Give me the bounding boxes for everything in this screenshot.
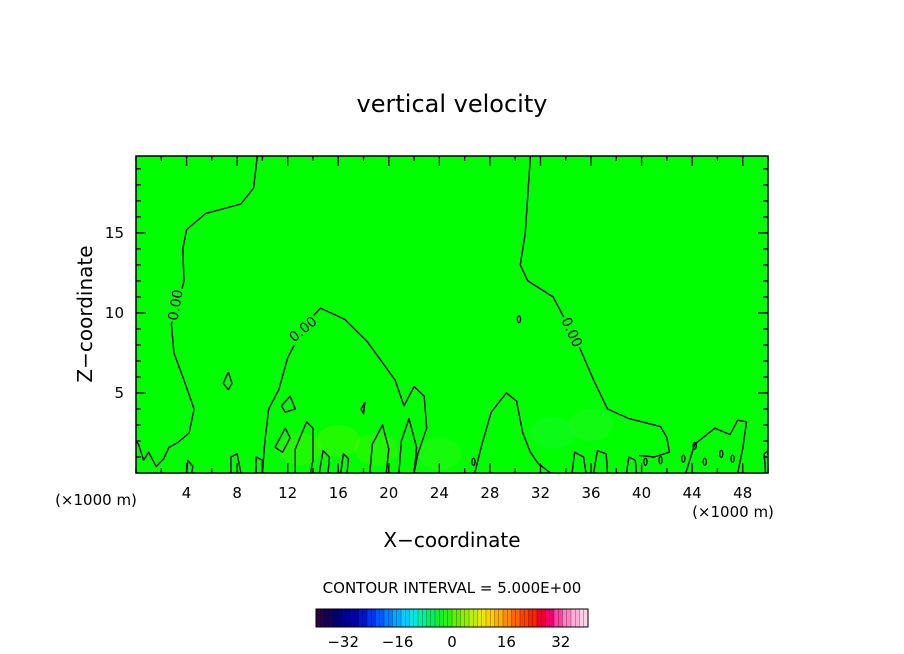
colorbar-tick-label: 0 — [447, 633, 457, 651]
contour-line — [474, 392, 552, 474]
x-tick-label: 16 — [329, 484, 348, 502]
plot-area: 0.000.00 0.00 — [135, 155, 769, 474]
y-tick-label: 10 — [105, 304, 124, 322]
contour-line — [340, 453, 350, 474]
y-tick-label: 5 — [114, 384, 124, 402]
field-tint-patch — [569, 408, 614, 441]
contour-line — [369, 424, 390, 474]
chart-title: vertical velocity — [357, 90, 548, 118]
x-tick-label: 44 — [683, 484, 702, 502]
x-tick-label: 32 — [531, 484, 550, 502]
colorbar-tick-labels: −32 −16 0 16 32 — [327, 633, 570, 651]
colorbar-frame — [315, 608, 589, 628]
contour-label-bg — [558, 313, 586, 351]
contour-line — [685, 419, 748, 474]
y-axis-label: Z−coordinate — [73, 245, 97, 382]
field-tint-patch — [278, 432, 323, 465]
colorbar — [315, 608, 589, 628]
field-tint-patch — [417, 437, 462, 470]
contour-closed-loop — [730, 454, 735, 463]
contour-line — [763, 450, 769, 474]
contour-closed-loop — [681, 454, 686, 463]
contour-line — [519, 155, 671, 458]
x-tick-label: 24 — [430, 484, 449, 502]
contour-line — [280, 395, 296, 413]
field-background — [136, 156, 768, 473]
contour-line — [230, 453, 242, 474]
field-tint — [278, 408, 614, 470]
y-tick-label: 15 — [105, 224, 124, 242]
x-unit-label-left: (×1000 m) — [55, 491, 137, 509]
contour-label-bg — [285, 312, 321, 346]
x-tick-label: 40 — [632, 484, 651, 502]
y-axis: 5 10 15 — [105, 168, 768, 458]
contour-closed-loop — [643, 457, 648, 466]
contour-closed-loop — [718, 449, 724, 458]
colorbar-tick-label: −32 — [327, 633, 359, 651]
colorbar-tick-label: −16 — [382, 633, 414, 651]
field-tint-patch — [316, 424, 361, 457]
zero-contours — [135, 155, 769, 474]
x-tick-label: 4 — [182, 484, 192, 502]
contour-closed-loop — [658, 456, 663, 465]
colorbar-tick-label: 16 — [497, 633, 516, 651]
x-tick-label: 28 — [480, 484, 499, 502]
x-tick-label: 12 — [278, 484, 297, 502]
contour-line — [135, 155, 258, 468]
x-tick-label: 8 — [232, 484, 242, 502]
x-axis-label: X−coordinate — [383, 528, 520, 552]
contour-line — [360, 401, 366, 415]
x-tick-label: 36 — [581, 484, 600, 502]
contour-line — [222, 371, 233, 391]
contour-closed-loop — [516, 315, 522, 324]
contour-closed-loop — [692, 441, 697, 450]
contour-line — [592, 449, 609, 474]
contour-closed-loop — [471, 457, 476, 466]
contour-interval-text: CONTOUR INTERVAL = 5.000E+00 — [323, 579, 582, 597]
contour-line — [625, 456, 638, 474]
contour-line — [261, 307, 428, 474]
contour-line — [294, 421, 314, 474]
contour-line — [255, 456, 264, 473]
contour-line — [571, 451, 587, 474]
field-tint-patch — [531, 416, 576, 449]
contour-closed-loop — [702, 457, 708, 466]
contour-line — [274, 427, 291, 453]
contour-label: 0.00 — [166, 288, 187, 321]
contour-line — [318, 449, 331, 474]
x-tick-label: 20 — [379, 484, 398, 502]
x-unit-label-right: (×1000 m) — [692, 503, 774, 521]
contour-line — [398, 417, 418, 474]
colorbar-tick-label: 32 — [551, 633, 570, 651]
x-tick-label: 48 — [733, 484, 752, 502]
contour-label-bg — [165, 286, 186, 323]
x-axis: 4 8 12 16 20 24 28 32 36 40 44 48 — [135, 156, 769, 502]
plot-frame — [135, 155, 769, 474]
